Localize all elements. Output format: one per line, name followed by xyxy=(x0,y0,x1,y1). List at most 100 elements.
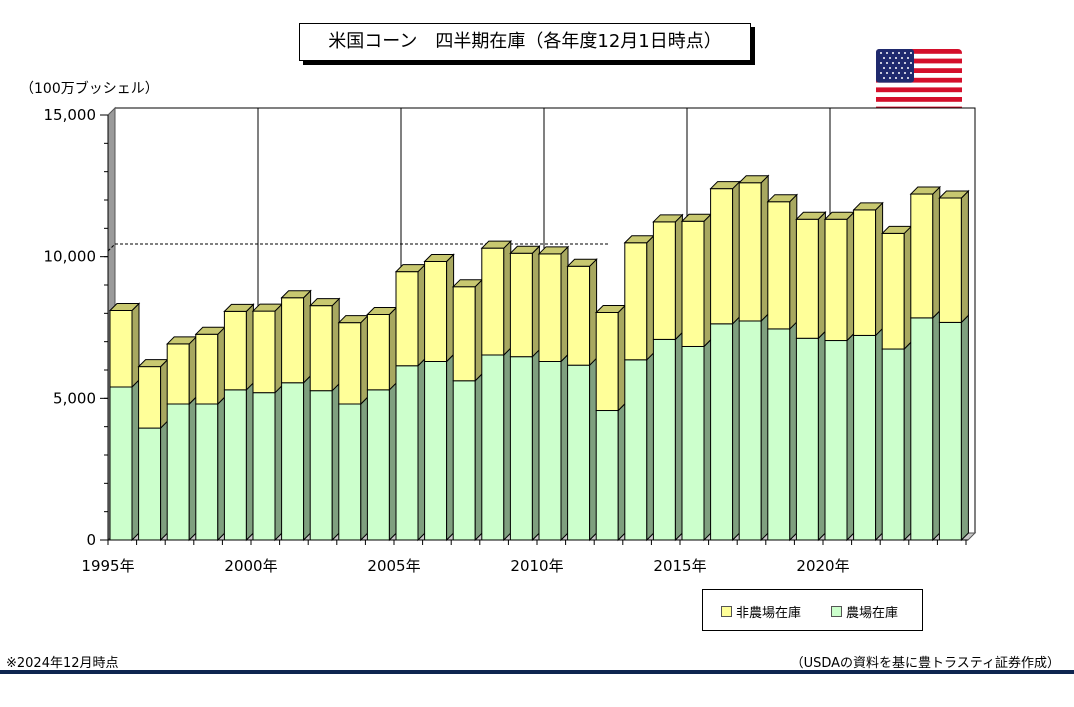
bar-on-farm-2022-side xyxy=(903,340,912,542)
bar-on-farm-1998 xyxy=(195,395,226,542)
bar-off-farm-2010-front xyxy=(538,253,562,362)
bar-on-farm-2010 xyxy=(538,353,569,542)
bar-on-farm-2017-front xyxy=(738,320,762,541)
bar-off-farm-2020 xyxy=(823,211,856,342)
bar-on-farm-2015-side xyxy=(703,338,712,542)
bar-off-farm-2009 xyxy=(509,245,541,358)
bar-off-farm-2000-side xyxy=(274,302,283,394)
bar-on-farm-2005-side xyxy=(417,357,426,542)
x-tick-label-2005: 2005年 xyxy=(367,557,420,575)
bar-off-farm-1996-front xyxy=(138,366,162,429)
bar-off-farm-2007-front xyxy=(452,286,476,382)
bar-on-farm-2024 xyxy=(938,314,969,542)
bar-on-farm-1998-front xyxy=(195,403,219,541)
bar-on-farm-2016 xyxy=(710,315,741,542)
bar-on-farm-2007-front xyxy=(452,380,476,541)
bar-off-farm-1999-front xyxy=(223,310,247,391)
bar-on-farm-2004-side xyxy=(388,381,397,542)
bar-off-farm-2014-top xyxy=(652,214,684,223)
bar-on-farm-1995-front xyxy=(109,386,133,541)
bar-off-farm-2012-side xyxy=(617,304,626,412)
bar-off-farm-2021-front xyxy=(853,209,877,336)
x-tick-label-1995: 1995年 xyxy=(81,557,134,575)
bar-on-farm-2004-front xyxy=(366,389,390,541)
bar-off-farm-2024-side xyxy=(960,189,969,324)
bar-on-farm-2001-front xyxy=(281,382,305,541)
bar-on-farm-2017-side xyxy=(760,312,769,542)
bar-off-farm-2002 xyxy=(308,297,341,392)
bar-on-farm-2012-side xyxy=(617,402,626,542)
bar-on-farm-1995 xyxy=(109,378,140,542)
bar-off-farm-2015-side xyxy=(703,213,712,348)
bar-on-farm-2008 xyxy=(481,346,512,542)
bar-off-farm-2017-front xyxy=(738,182,762,322)
bar-on-farm-2005-front xyxy=(395,365,419,541)
bar-off-farm-1999-side xyxy=(245,303,254,392)
bar-off-farm-2009-top xyxy=(509,245,541,254)
bar-on-farm-2003-side xyxy=(360,395,369,542)
bar-off-farm-2005-front xyxy=(395,271,419,367)
bar-on-farm-2002-side xyxy=(331,382,340,542)
bar-off-farm-1999-top xyxy=(223,303,255,312)
bar-off-farm-2007-side xyxy=(474,278,483,382)
bar-off-farm-2012 xyxy=(594,304,627,412)
bar-off-farm-1998-front xyxy=(195,333,219,405)
bar-off-farm-1995-side xyxy=(131,302,140,389)
bar-off-farm-2013-side xyxy=(646,234,655,362)
bar-off-farm-2018 xyxy=(766,193,799,331)
bar-on-farm-2005 xyxy=(395,357,426,542)
bar-off-farm-2006 xyxy=(423,253,455,363)
x-tick-label-2000: 2000年 xyxy=(224,557,277,575)
chart-title: 米国コーン 四半期在庫（各年度12月1日時点） xyxy=(299,23,751,61)
bar-off-farm-2013-front xyxy=(624,242,648,361)
x-tick-label-2015: 2015年 xyxy=(653,557,706,575)
bar-on-farm-1995-side xyxy=(131,378,140,542)
bar-on-farm-2021-front xyxy=(853,334,877,541)
bar-on-farm-2019 xyxy=(795,330,826,542)
bar-off-farm-2020-front xyxy=(824,218,848,342)
bar-off-farm-2000-front xyxy=(252,310,276,394)
bar-on-farm-2006-side xyxy=(446,353,455,542)
bar-on-farm-1997-front xyxy=(166,403,190,541)
bar-on-farm-1997 xyxy=(166,395,197,542)
bar-off-farm-2021 xyxy=(852,201,884,337)
bar-on-farm-2002-front xyxy=(309,390,333,541)
bar-off-farm-2014-front xyxy=(652,221,676,340)
bar-off-farm-2004-front xyxy=(366,313,390,391)
x-tick-label-2020: 2020年 xyxy=(796,557,849,575)
bar-on-farm-2019-front xyxy=(795,337,819,541)
bar-on-farm-2008-front xyxy=(481,354,505,541)
bar-off-farm-2024-top xyxy=(938,190,970,199)
bar-off-farm-2003-side xyxy=(360,314,369,406)
bar-off-farm-2010-top xyxy=(537,246,570,255)
bar-off-farm-2022-front xyxy=(881,232,905,350)
bar-on-farm-2006 xyxy=(424,353,455,542)
bar-off-farm-2023-top xyxy=(909,186,942,195)
y-tick-label: 15,000 xyxy=(44,106,97,124)
bar-off-farm-2006-top xyxy=(423,253,455,262)
y-tick-label: 10,000 xyxy=(44,248,97,266)
bar-on-farm-2017 xyxy=(738,312,769,542)
bar-off-farm-1997 xyxy=(165,335,198,406)
bar-on-farm-2013-front xyxy=(624,359,648,541)
bar-on-farm-1997-side xyxy=(188,395,197,542)
bar-on-farm-2018-front xyxy=(767,328,791,541)
bar-off-farm-2020-side xyxy=(846,211,855,342)
bar-off-farm-2011-front xyxy=(567,265,591,366)
bar-on-farm-2021 xyxy=(853,327,884,542)
bar-on-farm-2010-side xyxy=(560,353,569,542)
bar-off-farm-2017-side xyxy=(760,174,769,323)
bar-off-farm-2023-side xyxy=(932,185,941,320)
bar-off-farm-2001-front xyxy=(281,297,305,384)
bar-off-farm-2008 xyxy=(480,239,513,357)
bar-off-farm-1997-front xyxy=(166,343,190,405)
bar-off-farm-2019 xyxy=(795,211,827,340)
bar-on-farm-2004 xyxy=(366,381,397,542)
legend-entry-on-farm: 農場在庫 xyxy=(831,602,898,621)
bar-off-farm-1998 xyxy=(194,326,227,406)
bar-off-farm-2010 xyxy=(537,245,570,363)
reference-line-side xyxy=(107,243,116,252)
bar-on-farm-2000-front xyxy=(252,392,276,541)
legend-swatch-off-farm xyxy=(721,606,732,617)
